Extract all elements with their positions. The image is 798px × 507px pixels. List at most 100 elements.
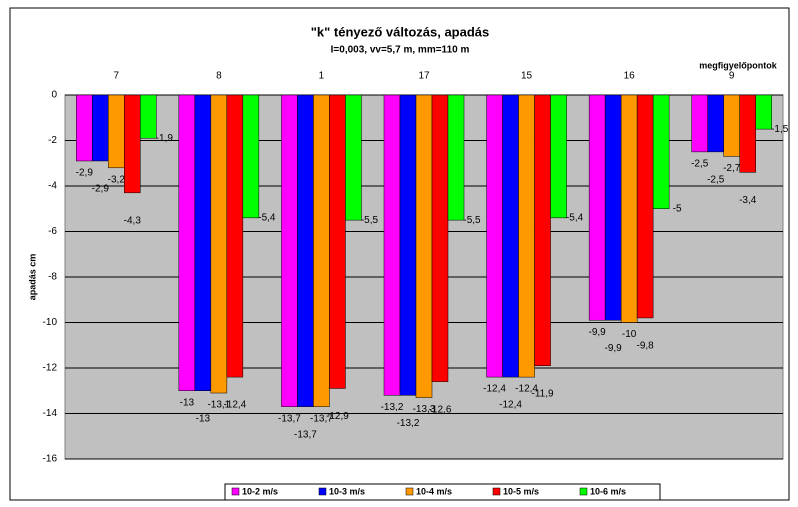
data-label: -13,2 (381, 402, 404, 413)
data-label: -2,9 (92, 184, 110, 195)
data-label: -12,6 (429, 404, 452, 415)
bar (502, 94, 519, 378)
legend-label: 10-4 m/s (416, 486, 452, 496)
data-label: -5,4 (258, 212, 276, 223)
data-label: -5 (673, 203, 682, 214)
legend-label: 10-3 m/s (329, 486, 365, 496)
legend: 10-2 m/s 10-3 m/s 10-4 m/s 10-5 m/s 10-6 m/s (224, 483, 661, 501)
x-tick-label: 9 (729, 71, 735, 82)
bar (178, 94, 196, 391)
data-label: -12,4 (223, 400, 246, 411)
y-tick-label: -6 (48, 226, 57, 237)
legend-swatch (231, 487, 240, 496)
bar (124, 94, 141, 194)
data-label: -13,3 (413, 404, 436, 415)
data-label: -13 (196, 413, 211, 424)
data-label: -5,4 (566, 212, 584, 223)
y-tick-label: 0 (51, 90, 57, 101)
legend-swatch (405, 487, 414, 496)
bar (723, 94, 740, 157)
y-axis-label: apadás cm (27, 254, 37, 301)
bar (399, 94, 417, 396)
bar (691, 94, 708, 153)
legend-swatch (318, 487, 327, 496)
bar (76, 94, 93, 162)
bar (108, 94, 125, 169)
bar (534, 94, 551, 366)
data-label: -9,8 (637, 341, 655, 352)
bar (636, 94, 654, 319)
bar (415, 94, 433, 398)
x-axis-label: megfigyelőpontok (699, 60, 777, 70)
data-label: -2,9 (76, 168, 94, 179)
bar (550, 94, 567, 219)
data-label: -9,9 (605, 343, 623, 354)
bar (431, 94, 449, 382)
bar (486, 94, 503, 378)
x-tick-label: 17 (418, 71, 430, 82)
bar (518, 94, 535, 378)
bar (92, 94, 109, 162)
data-label: -4,3 (124, 215, 142, 226)
bar (140, 94, 157, 139)
bar (297, 94, 314, 407)
bar (226, 94, 244, 378)
data-label: -12,4 (499, 400, 522, 411)
bar (383, 94, 401, 396)
x-tick-label: 16 (624, 71, 636, 82)
data-label: -13,7 (278, 413, 301, 424)
legend-box (224, 483, 661, 501)
bar (313, 94, 330, 407)
data-label: -3,4 (739, 195, 757, 206)
y-tick-label: -4 (48, 181, 57, 192)
bar (707, 94, 724, 153)
bar (194, 94, 212, 391)
data-label: -1,9 (156, 133, 174, 144)
data-label: -12,4 (515, 384, 538, 395)
data-label: -2,7 (723, 163, 741, 174)
data-label: -9,9 (589, 327, 607, 338)
chart-title: "k" tényező változás, apadás (311, 24, 490, 39)
y-tick-label: -10 (43, 317, 58, 328)
y-tick-label: -8 (48, 272, 57, 283)
x-tick-label: 1 (319, 71, 325, 82)
bar (345, 94, 362, 221)
data-label: -3,2 (108, 174, 126, 185)
bar (652, 94, 670, 209)
bar (620, 94, 638, 323)
data-label: -13,1 (207, 400, 230, 411)
data-label: -5,5 (463, 215, 481, 226)
data-label: -2,5 (707, 175, 725, 186)
legend-swatch (492, 487, 501, 496)
bar (739, 94, 756, 173)
x-tick-label: 8 (216, 71, 222, 82)
data-label: -13,7 (310, 413, 333, 424)
data-label: -1,5 (771, 124, 789, 135)
bar (329, 94, 346, 389)
legend-label: 10-2 m/s (242, 486, 278, 496)
chart-subtitle: I=0,003, vv=5,7 m, mm=110 m (331, 45, 470, 56)
data-label: -12,9 (326, 411, 349, 422)
x-tick-label: 15 (521, 71, 533, 82)
y-tick-label: -12 (43, 363, 58, 374)
y-tick-label: -14 (43, 408, 58, 419)
y-tick-label: -16 (43, 454, 58, 465)
x-tick-label: 7 (114, 71, 120, 82)
legend-swatch (579, 487, 588, 496)
bar (210, 94, 228, 394)
data-label: -2,5 (691, 159, 709, 170)
data-label: -11,9 (532, 388, 554, 399)
bar (447, 94, 465, 221)
legend-label: 10-5 m/s (503, 486, 539, 496)
data-label: -5,5 (361, 215, 379, 226)
data-label: -13,2 (397, 418, 420, 429)
y-tick-label: -2 (48, 135, 57, 146)
data-label: -12,4 (483, 384, 506, 395)
bar (588, 94, 606, 321)
bar (755, 94, 772, 130)
data-label: -13,7 (294, 429, 317, 440)
legend-label: 10-6 m/s (590, 486, 626, 496)
bar (242, 94, 260, 219)
bar (604, 94, 622, 321)
